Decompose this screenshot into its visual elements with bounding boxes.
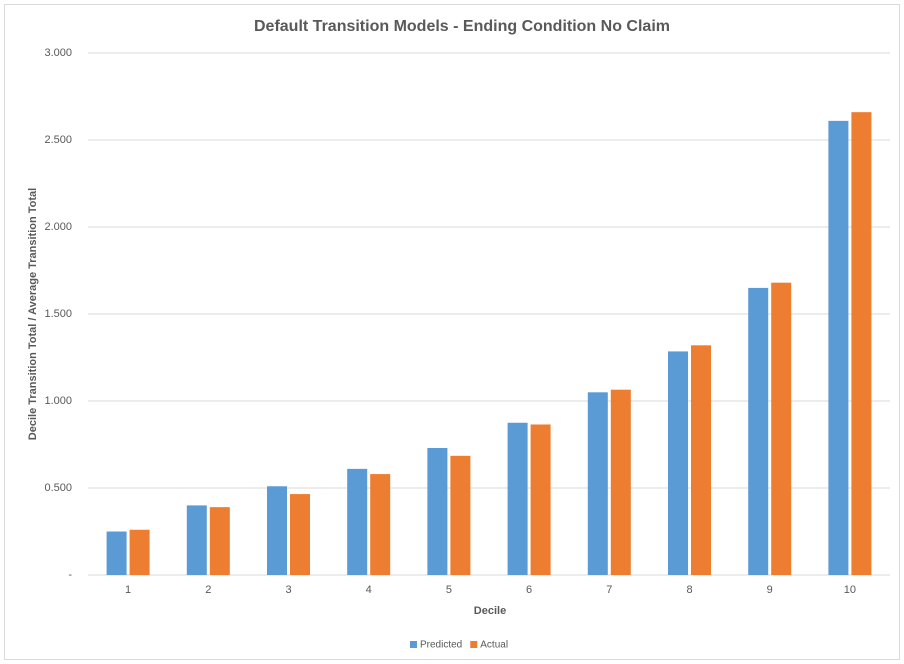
bar <box>530 424 551 575</box>
legend-label: Predicted <box>420 640 462 651</box>
bar <box>828 120 849 576</box>
x-tick-label: 1 <box>125 584 131 596</box>
y-tick-label: - <box>68 569 72 581</box>
bar <box>748 287 769 575</box>
legend-swatch <box>470 641 478 648</box>
bar <box>507 422 528 575</box>
x-tick-label: 2 <box>205 584 211 596</box>
y-axis-title: Decile Transition Total / Average Transi… <box>27 188 39 440</box>
bar <box>771 282 792 575</box>
x-tick-label: 4 <box>366 584 372 596</box>
x-tick-label: 8 <box>686 584 692 596</box>
x-tick-label: 10 <box>844 584 856 596</box>
x-tick-label: 7 <box>606 584 612 596</box>
bar <box>106 531 127 575</box>
bar <box>370 474 391 575</box>
bar <box>668 351 688 575</box>
bar <box>450 455 471 575</box>
bar <box>290 494 310 575</box>
bar <box>209 507 230 575</box>
bar <box>610 389 631 575</box>
legend-swatch <box>410 641 417 648</box>
bar <box>186 505 207 575</box>
chart-title: Default Transition Models - Ending Condi… <box>254 18 670 35</box>
x-tick-label: 3 <box>285 584 291 596</box>
y-tick-label: 1.500 <box>44 308 72 320</box>
bar <box>267 486 287 575</box>
x-tick-label: 6 <box>526 584 532 596</box>
bar <box>427 447 448 575</box>
y-tick-label: 0.500 <box>44 482 72 494</box>
bar <box>691 345 711 575</box>
bar <box>851 112 872 575</box>
bar <box>587 392 608 575</box>
y-tick-label: 2.000 <box>44 221 72 233</box>
y-tick-label: 1.000 <box>44 395 72 407</box>
y-tick-label: 2.500 <box>44 134 72 146</box>
legend-label: Actual <box>480 640 508 651</box>
bar <box>347 468 368 575</box>
bar <box>129 529 150 575</box>
y-tick-label: 3.000 <box>44 47 72 59</box>
x-tick-label: 9 <box>767 584 773 596</box>
x-axis-title: Decile <box>474 605 506 617</box>
x-tick-label: 5 <box>446 584 452 596</box>
